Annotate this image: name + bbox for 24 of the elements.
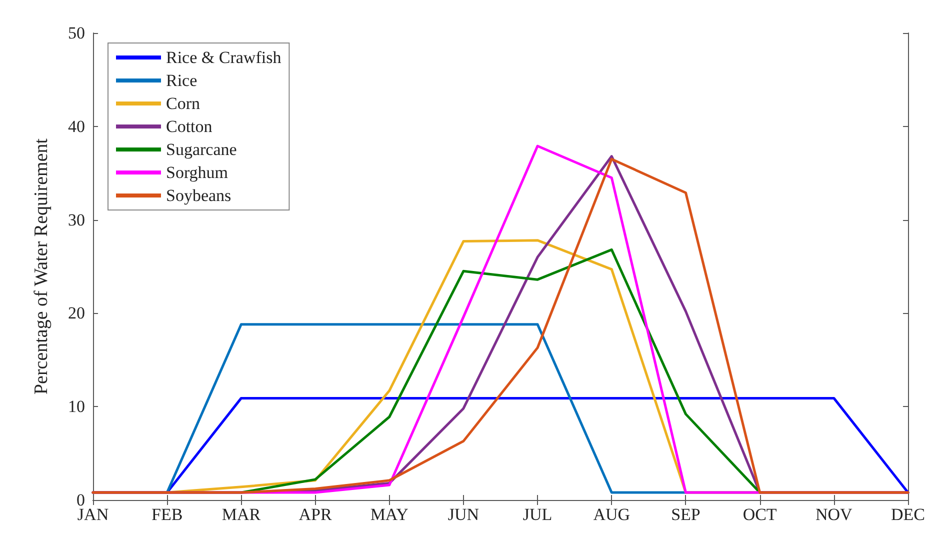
x-tick-label: NOV [815, 505, 854, 524]
legend-label: Rice [166, 71, 198, 90]
y-tick-label: 50 [68, 24, 85, 42]
x-tick-label: DEC [891, 505, 925, 524]
legend-label: Soybeans [166, 186, 232, 205]
x-tick-label: MAR [222, 505, 262, 524]
x-tick-label: FEB [151, 505, 183, 524]
x-tick-label: APR [298, 505, 332, 524]
legend-label: Cotton [166, 117, 213, 136]
x-tick-label: JUN [448, 505, 480, 524]
legend-label: Corn [166, 94, 200, 113]
x-tick-label: MAY [370, 505, 408, 524]
x-tick-label: SEP [671, 505, 700, 524]
y-axis-title: Percentage of Water Requirement [31, 138, 52, 395]
legend-label: Sorghum [166, 163, 228, 182]
x-tick-label: OCT [742, 505, 778, 524]
legend-label: Rice & Crawfish [166, 48, 282, 67]
legend-label: Sugarcane [166, 140, 237, 159]
x-tick-label: AUG [593, 505, 630, 524]
x-tick-label: JUL [522, 505, 552, 524]
y-tick-label: 40 [68, 116, 85, 136]
y-tick-label: 10 [68, 397, 85, 416]
y-tick-label: 30 [68, 210, 85, 230]
y-tick-label: 20 [68, 304, 85, 323]
